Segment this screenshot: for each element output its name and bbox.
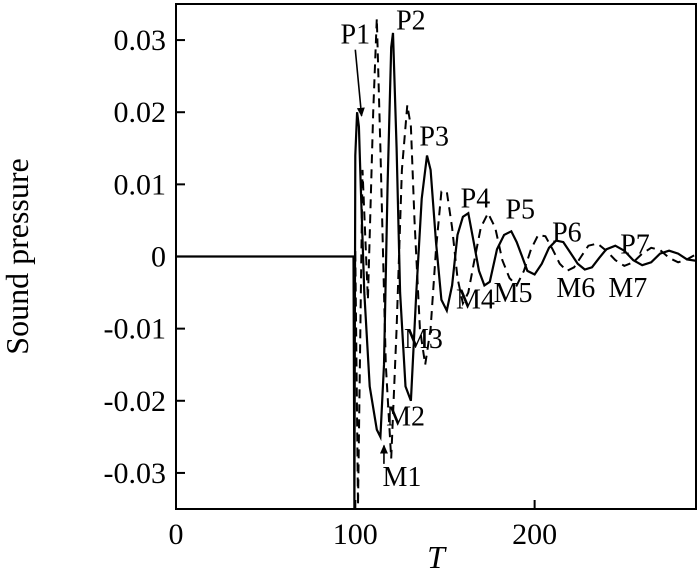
series-line-1-solid: [176, 32, 696, 509]
y-tick-label: -0.02: [104, 385, 167, 418]
y-tick-label: 0: [151, 241, 166, 274]
annotation-m1: M1: [382, 462, 421, 493]
annotation-p7: P7: [620, 230, 650, 261]
annotation-p3: P3: [419, 121, 449, 152]
annotation-m5: M5: [494, 278, 533, 309]
annotation-arrow-p1: [354, 49, 365, 117]
annotation-m2: M2: [386, 401, 425, 432]
y-tick-label: -0.03: [104, 457, 167, 490]
y-tick-label: -0.01: [104, 313, 167, 346]
x-axis-ticks: 0 100 200: [169, 500, 557, 551]
x-axis-title: T: [427, 539, 447, 575]
y-tick-label: 0.02: [114, 96, 167, 129]
x-tick-label: 100: [333, 518, 378, 551]
x-tick-label: 200: [512, 518, 557, 551]
x-tick-label: 0: [169, 518, 184, 551]
series-line-2-dashed: [176, 18, 696, 506]
annotation-p6: P6: [552, 217, 582, 248]
annotation-p1: P1: [341, 20, 371, 51]
y-tick-label: 0.01: [114, 168, 167, 201]
y-axis-ticks: 0.03 0.02 0.01 0 -0.01 -0.02 -0.03: [104, 24, 185, 490]
annotation-m6: M6: [556, 273, 595, 304]
y-tick-label: 0.03: [114, 24, 167, 57]
annotation-p4: P4: [461, 183, 491, 214]
annotation-p5: P5: [505, 194, 535, 225]
annotation-p2: P2: [396, 5, 426, 36]
y-axis-title: Sound pressure: [0, 158, 35, 354]
annotation-m4: M4: [456, 284, 495, 315]
series-layer: [176, 18, 696, 509]
annotation-m7: M7: [608, 273, 647, 304]
annotation-m3: M3: [404, 324, 443, 355]
